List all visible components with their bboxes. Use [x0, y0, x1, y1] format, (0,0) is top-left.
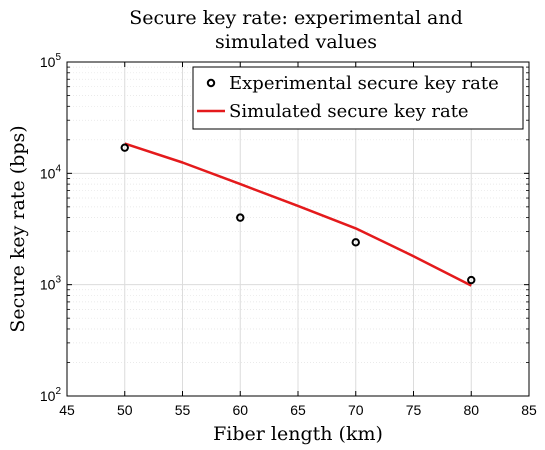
data-point-experimental [236, 213, 245, 222]
data-point-experimental [351, 238, 360, 247]
y-tick-label: 103 [40, 275, 62, 293]
x-tick-label: 60 [232, 402, 248, 418]
legend: Experimental secure key rate Simulated s… [192, 66, 524, 130]
data-point-experimental [467, 275, 476, 285]
x-tick-label: 50 [117, 402, 133, 418]
x-tick-label: 85 [521, 402, 537, 418]
y-tick-label: 102 [40, 386, 62, 404]
x-tick-label: 65 [290, 402, 306, 418]
series-line-simulated [124, 142, 472, 287]
x-tick-label: 45 [59, 402, 75, 418]
chart-title-line-1: Secure key rate: experimental and [129, 7, 463, 29]
data-point-experimental [120, 143, 129, 152]
legend-label-experimental: Experimental secure key rate [229, 73, 499, 94]
y-tick-label: 105 [40, 52, 62, 70]
chart-title-line-2: simulated values [215, 31, 377, 53]
legend-marker-experimental [206, 78, 216, 88]
series-layer [120, 142, 476, 287]
x-tick-label: 70 [348, 402, 364, 418]
x-tick-labels: 45 50 55 60 65 70 75 80 85 [59, 402, 537, 418]
x-tick-label: 75 [406, 402, 422, 418]
y-tick-labels: 102 103 104 105 [40, 52, 62, 404]
legend-label-simulated: Simulated secure key rate [229, 101, 469, 122]
x-axis-label: Fiber length (km) [213, 423, 383, 445]
y-tick-label: 104 [40, 163, 62, 181]
legend-box [192, 66, 524, 130]
y-axis-label: Secure key rate (bps) [7, 125, 29, 332]
tick-marks [66, 61, 530, 397]
x-tick-label: 80 [463, 402, 479, 418]
x-tick-label: 55 [175, 402, 191, 418]
